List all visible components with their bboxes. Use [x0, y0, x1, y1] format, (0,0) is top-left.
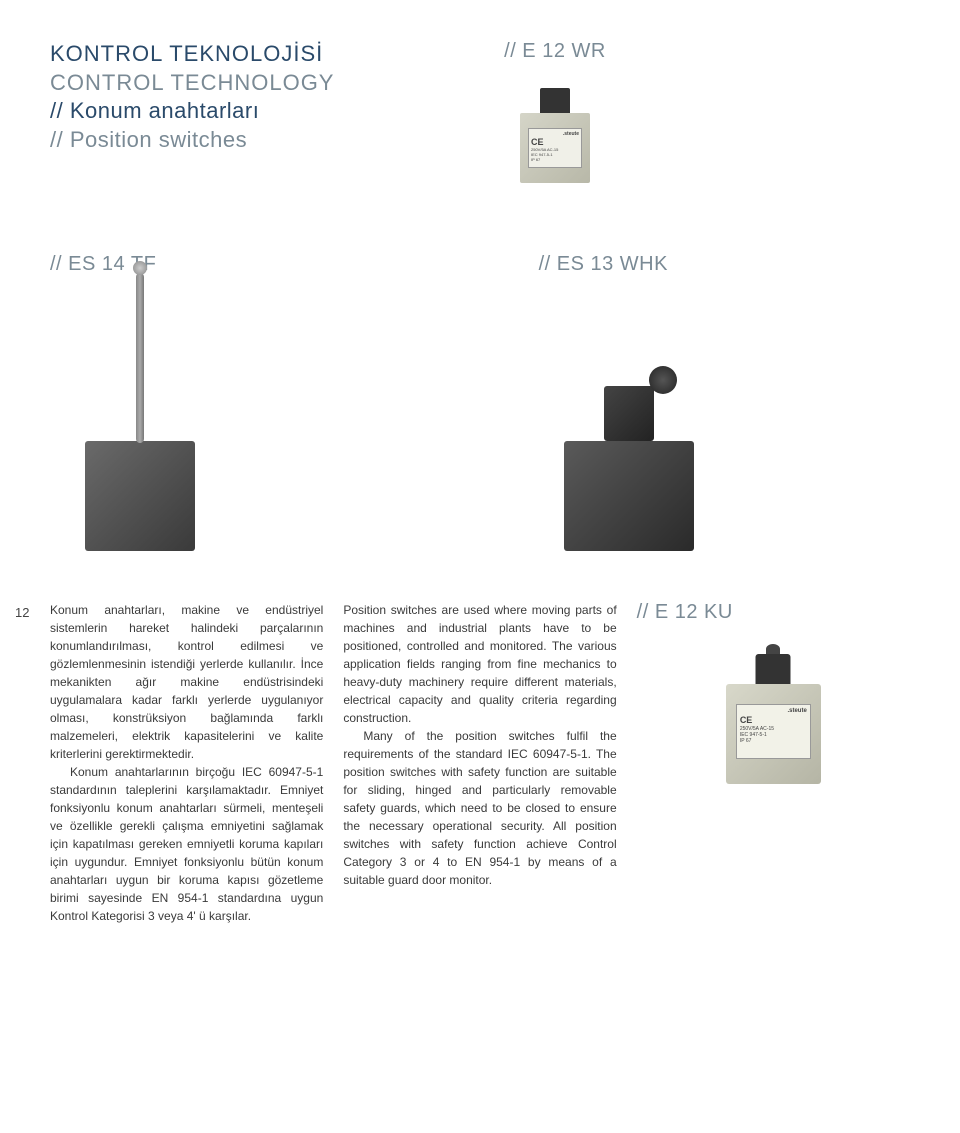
page-number: 12 [15, 605, 29, 620]
product-label-e12ku: // E 12 KU [637, 601, 733, 624]
product-col-e12ku: // E 12 KU .steute CE 250V/5A AC-15 IEC … [637, 601, 910, 925]
text-column-turkish: Konum anahtarları, makine ve endüstriyel… [50, 601, 323, 925]
body-tr-p2: Konum anahtarlarının birçoğu IEC 60947-5… [50, 763, 323, 925]
product-col-es13: // ES 13 WHK [539, 253, 910, 551]
product-col-es14: // ES 14 TF [50, 253, 421, 551]
header-titles: KONTROL TEKNOLOJİSİ CONTROL TECHNOLOGY /… [50, 40, 460, 154]
body-en-p2: Many of the position switches fulfil the… [343, 727, 616, 889]
product-label-es13: // ES 13 WHK [539, 253, 910, 276]
product-label-e12wr: // E 12 WR [504, 40, 606, 63]
page-header: KONTROL TEKNOLOJİSİ CONTROL TECHNOLOGY /… [50, 40, 910, 223]
bottom-content-row: 12 Konum anahtarları, makine ve endüstri… [50, 601, 910, 925]
text-column-english: Position switches are used where moving … [343, 601, 616, 925]
title-tr: KONTROL TEKNOLOJİSİ [50, 40, 460, 69]
body-en-p1: Position switches are used where moving … [343, 601, 616, 727]
product-image-es13 [539, 291, 719, 551]
switch-plate: .steute CE 250V/5A AC-15 IEC 947-5-1 IP … [528, 128, 582, 168]
header-right-product: // E 12 WR .steute CE 250V/5A AC-15 IEC … [460, 40, 910, 223]
product-image-es14 [50, 291, 230, 551]
product-image-e12wr: .steute CE 250V/5A AC-15 IEC 947-5-1 IP … [500, 73, 610, 223]
subtitle-tr: // Konum anahtarları [50, 97, 460, 126]
body-tr-p1: Konum anahtarları, makine ve endüstriyel… [50, 601, 323, 763]
subtitle-en: // Position switches [50, 126, 460, 155]
product-label-es14: // ES 14 TF [50, 253, 421, 276]
middle-product-row: // ES 14 TF // ES 13 WHK [50, 253, 910, 551]
product-image-e12ku: .steute CE 250V/5A AC-15 IEC 947-5-1 IP … [726, 684, 821, 784]
title-en: CONTROL TECHNOLOGY [50, 69, 460, 98]
switch-plate: .steute CE 250V/5A AC-15 IEC 947-5-1 IP … [736, 704, 811, 759]
